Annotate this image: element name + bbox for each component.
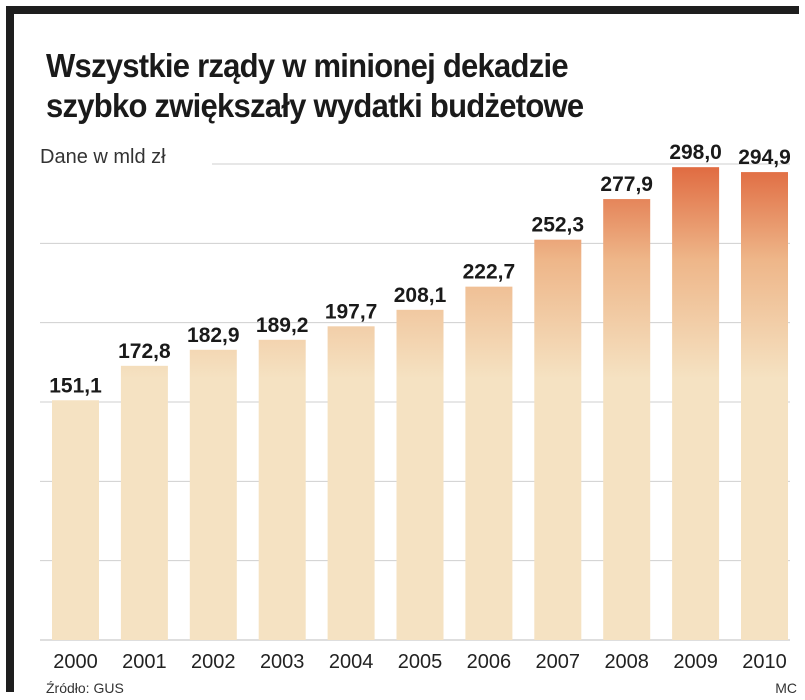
x-tick-label-2009: 2009 [673,651,718,673]
bar-2002 [189,349,237,640]
x-tick-label-2008: 2008 [604,651,649,673]
value-label-2002: 182,9 [187,324,240,347]
value-label-2007: 252,3 [532,214,585,237]
frame-left-bar [6,6,14,692]
value-label-2009: 298,0 [669,141,722,164]
bar-2008 [603,199,651,640]
frame-top-bar [6,6,799,14]
bar-2005 [396,309,444,640]
x-tick-label-2007: 2007 [536,651,581,673]
source-note: Źródło: GUS [46,680,124,696]
author-initials: MC [775,680,797,696]
value-label-2004: 197,7 [325,300,378,323]
bar-2000 [52,400,99,640]
bar-2010 [741,172,788,641]
x-tick-label-2003: 2003 [260,651,305,673]
x-tick-label-2000: 2000 [53,651,98,673]
bar-2007 [534,239,582,640]
bar-2001 [120,365,168,640]
bar-2003 [258,339,306,640]
x-tick-label-2002: 2002 [191,651,236,673]
value-label-2005: 208,1 [394,284,447,307]
chart-title: Wszystkie rządy w minionej dekadzie szyb… [46,46,584,126]
x-tick-label-2006: 2006 [467,651,512,673]
bar-2006 [465,286,513,640]
x-tick-label-2001: 2001 [122,651,167,673]
value-label-2006: 222,7 [463,261,516,284]
x-tick-label-2005: 2005 [398,651,443,673]
bar-2009 [672,167,720,640]
x-tick-label-2010: 2010 [742,651,787,673]
x-tick-label-2004: 2004 [329,651,374,673]
value-label-2008: 277,9 [600,173,653,196]
bar-2004 [327,326,375,640]
chart-title-line-1: Wszystkie rządy w minionej dekadzie [46,47,569,84]
y-axis-unit-label: Dane w mld zł [40,146,166,168]
value-label-2010: 294,9 [738,146,791,169]
value-label-2003: 189,2 [256,314,309,337]
value-label-2000: 151,1 [49,374,102,397]
value-label-2001: 172,8 [118,340,171,363]
chart-title-line-2: szybko zwiększały wydatki budżetowe [46,87,584,124]
